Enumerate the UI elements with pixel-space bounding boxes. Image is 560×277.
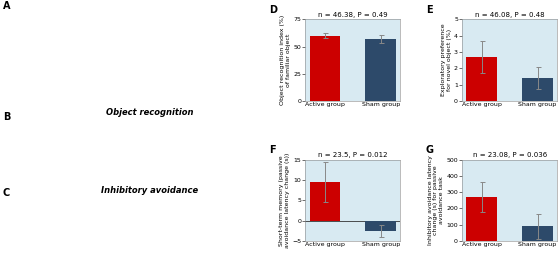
Text: Inhibitory avoidance: Inhibitory avoidance	[101, 186, 198, 194]
Text: D: D	[269, 5, 277, 15]
Title: n = 23.08, P = 0.036: n = 23.08, P = 0.036	[473, 152, 547, 158]
Title: n = 46.08, P = 0.48: n = 46.08, P = 0.48	[475, 12, 544, 18]
Bar	[365, 220, 396, 231]
Bar	[310, 36, 340, 101]
Y-axis label: Short-term memory (passive
avoidance latency change (s)): Short-term memory (passive avoidance lat…	[279, 153, 290, 248]
Y-axis label: Exploratory preference
for novel object (%): Exploratory preference for novel object …	[441, 24, 452, 96]
Bar	[466, 197, 497, 241]
Bar	[466, 57, 497, 101]
Bar	[310, 182, 340, 220]
Title: n = 46.38, P = 0.49: n = 46.38, P = 0.49	[318, 12, 388, 18]
Bar	[365, 39, 396, 101]
Bar	[522, 226, 553, 241]
Text: Object recognition: Object recognition	[106, 108, 194, 117]
Y-axis label: Inhibitory avoidance latency
change (s) for passive
avoidance task: Inhibitory avoidance latency change (s) …	[427, 155, 444, 245]
Text: C: C	[3, 188, 10, 198]
Text: E: E	[426, 5, 432, 15]
Title: n = 23.5, P = 0.012: n = 23.5, P = 0.012	[318, 152, 388, 158]
Y-axis label: Object recognition index (%)
of familiar object: Object recognition index (%) of familiar…	[280, 15, 291, 105]
Text: F: F	[269, 145, 276, 155]
Text: G: G	[426, 145, 434, 155]
Text: B: B	[3, 112, 11, 122]
Bar	[522, 78, 553, 101]
Text: A: A	[3, 1, 11, 11]
